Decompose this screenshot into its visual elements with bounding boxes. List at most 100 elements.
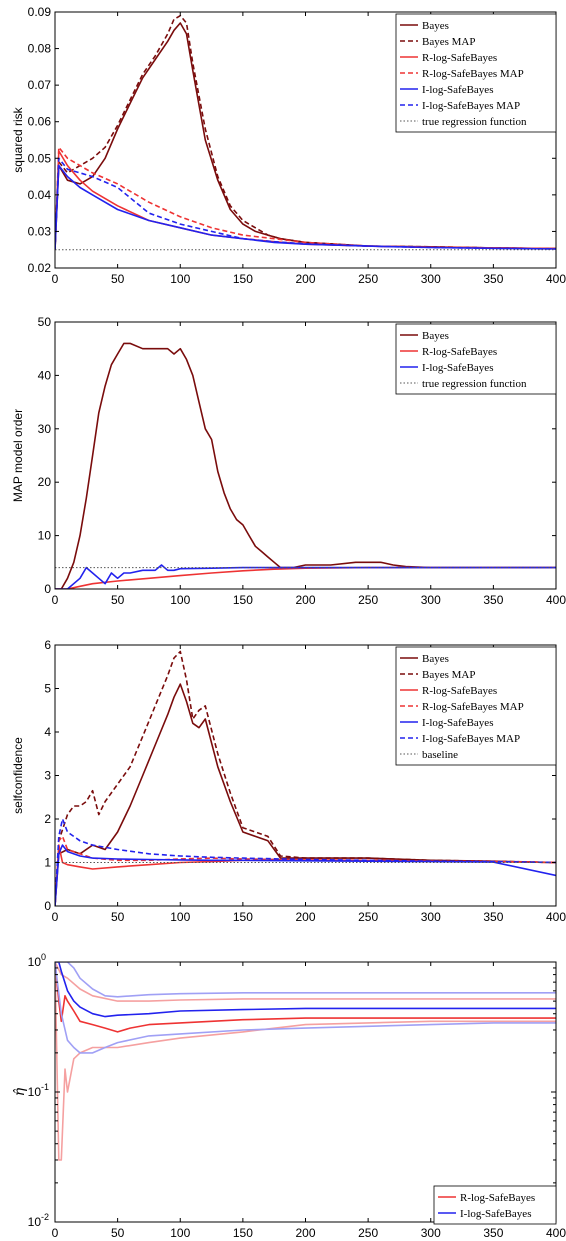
y-tick-label: 20 (38, 475, 52, 489)
y-tick-label: 5 (44, 682, 51, 696)
legend-label: R-log-SafeBayes (422, 685, 497, 697)
legend-label: true regression function (422, 116, 527, 128)
x-tick-label: 400 (546, 1226, 566, 1240)
y-tick-label: 10 (28, 1215, 42, 1229)
legend-label: I-log-SafeBayes (422, 84, 493, 96)
legend-label: true regression function (422, 378, 527, 390)
x-tick-label: 200 (295, 1226, 315, 1240)
x-tick-label: 100 (170, 593, 190, 607)
x-tick-label: 50 (111, 593, 125, 607)
x-tick-label: 150 (233, 1226, 253, 1240)
x-tick-label: 0 (52, 593, 59, 607)
series-group (55, 650, 556, 906)
series-line-r-log-safebayes-band-lower (55, 962, 556, 1161)
legend-label: baseline (422, 749, 458, 761)
series-line-i-log-safebayes (55, 564, 556, 589)
x-tick-label: 200 (295, 272, 315, 286)
y-tick-label: 0.04 (28, 188, 52, 202)
y-tick-label: 1 (44, 856, 51, 870)
series-line-bayes-map (55, 650, 556, 906)
legend-label: Bayes (422, 20, 449, 32)
y-tick-label: 0.05 (28, 151, 52, 165)
y-axis-label: MAP model order (11, 409, 25, 502)
legend: Bayes Bayes MAP R-log-SafeBayes R-log-SafeB… (395, 13, 557, 133)
y-tick-label: 3 (44, 769, 51, 783)
y-tick-label: 0.09 (28, 5, 52, 19)
y-tick-label: 0.02 (28, 261, 52, 275)
legend-label: R-log-SafeBayes (422, 346, 497, 358)
legend: R-log-SafeBayes I-log-SafeBayes (433, 1185, 557, 1225)
series-line-i-log-safebayes-band-lower (55, 962, 556, 1054)
series-line-r-log-safebayes-band-upper (55, 962, 556, 1002)
x-tick-label: 250 (358, 272, 378, 286)
y-tick-label: 0 (44, 582, 51, 596)
x-tick-label: 150 (233, 272, 253, 286)
legend-box (395, 13, 557, 133)
series-line-r-log-safebayes (55, 150, 556, 250)
series-line-i-log-safebayes-map (55, 157, 556, 250)
y-tick-label: 40 (38, 368, 52, 382)
y-axis-label: squared risk (11, 106, 25, 172)
legend-label: R-log-SafeBayes (460, 1192, 535, 1204)
legend-box (395, 323, 557, 395)
series-line-i-log-safebayes (55, 164, 556, 250)
legend-label: Bayes (422, 330, 449, 342)
x-tick-label: 200 (295, 910, 315, 924)
series-line-i-log-safebayes-band-upper (55, 962, 556, 998)
x-tick-label: 400 (546, 910, 566, 924)
legend-box (433, 1185, 557, 1225)
chart-panel-2: 0 50 100 150 200 250 300 350 400 0 10 20 30 40 50 MAP m… (11, 315, 566, 607)
y-tick-label: 10 (28, 955, 42, 969)
series-line-r-log-safebayes (55, 844, 556, 906)
y-tick-exponent: -2 (41, 1212, 49, 1222)
series-group (55, 14, 556, 251)
x-tick-label: 150 (233, 593, 253, 607)
series-line-bayes (55, 342, 556, 589)
series-line-r-log-safebayes-map (55, 146, 556, 250)
y-tick-label: 6 (44, 638, 51, 652)
x-tick-label: 350 (483, 272, 503, 286)
chart-panel-1: 0 50 100 150 200 250 300 350 400 0.02 0.03 0.04 0.05… (11, 5, 566, 286)
x-tick-label: 150 (233, 910, 253, 924)
legend-box (395, 646, 557, 766)
legend-label: Bayes MAP (422, 36, 475, 48)
x-tick-label: 250 (358, 593, 378, 607)
x-tick-label: 100 (170, 910, 190, 924)
x-tick-label: 250 (358, 910, 378, 924)
y-tick-label: 30 (38, 422, 52, 436)
y-tick-label: 50 (38, 315, 52, 329)
series-group (55, 962, 556, 1161)
series-line-i-log-safebayes (55, 844, 556, 906)
series-line-i-log-safebayes-map (55, 818, 556, 906)
y-tick-label: 0.08 (28, 42, 52, 56)
x-tick-label: 300 (421, 1226, 441, 1240)
x-tick-label: 0 (52, 272, 59, 286)
y-tick-exponent: -1 (41, 1082, 49, 1092)
legend-label: I-log-SafeBayes (460, 1208, 531, 1220)
legend-label: I-log-SafeBayes MAP (422, 100, 520, 112)
legend-label: R-log-SafeBayes (422, 52, 497, 64)
legend-label: R-log-SafeBayes MAP (422, 68, 524, 80)
x-tick-label: 50 (111, 910, 125, 924)
x-tick-label: 300 (421, 910, 441, 924)
series-line-r-log-safebayes-map (55, 835, 556, 906)
x-tick-label: 400 (546, 272, 566, 286)
x-tick-label: 200 (295, 593, 315, 607)
x-tick-label: 300 (421, 593, 441, 607)
x-tick-label: 100 (170, 1226, 190, 1240)
y-tick-exponent: 0 (41, 952, 46, 962)
x-tick-label: 350 (483, 910, 503, 924)
legend-label: R-log-SafeBayes MAP (422, 701, 524, 713)
y-tick-label: 0 (44, 899, 51, 913)
series-group (55, 342, 556, 589)
legend-label: Bayes MAP (422, 669, 475, 681)
series-line-i-log-safebayes (55, 962, 556, 1018)
y-tick-label: 10 (38, 529, 52, 543)
y-tick-label: 4 (44, 725, 51, 739)
y-tick-label: 0.07 (28, 78, 52, 92)
x-tick-label: 0 (52, 1226, 59, 1240)
legend-label: I-log-SafeBayes (422, 717, 493, 729)
y-axis-label: selfconfidence (11, 737, 25, 814)
